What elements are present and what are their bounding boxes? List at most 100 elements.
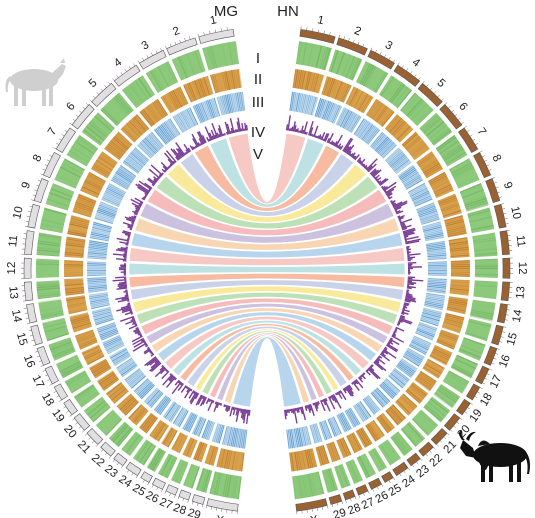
track-iv-bar (142, 196, 146, 200)
track-iii-stripe (90, 235, 110, 240)
track-iii-stripe (427, 282, 447, 286)
track-ii-stripe (419, 372, 436, 384)
track-iv-bar (197, 142, 201, 147)
track-iii-stripe (87, 264, 107, 267)
track-iii-stripe (295, 92, 300, 112)
track-i-stripe (115, 427, 132, 446)
track-iii-stripe (411, 339, 430, 349)
track-iii-stripe (237, 428, 242, 448)
track-iii-stripe (233, 428, 239, 448)
track-i-stripe (178, 462, 189, 484)
track-iii-stripe (194, 417, 204, 436)
track-iv-bar (167, 166, 170, 170)
track-iii-stripe (101, 332, 119, 341)
track-ii-stripe (450, 256, 470, 259)
track-i-stripe (110, 423, 128, 442)
track-iii-stripe (145, 388, 159, 404)
track-ii-stripe (128, 120, 143, 136)
track-iii-stripe (219, 96, 226, 115)
track-ii-stripe (131, 117, 146, 133)
karyotype-R-chr-5 (417, 82, 443, 107)
synteny-link-chr-21 (164, 316, 370, 370)
track-iv-bar (130, 318, 136, 322)
track-ii-stripe (386, 115, 400, 131)
track-i-stripe (36, 261, 60, 264)
track-i-stripe (464, 197, 487, 206)
track-ii-stripe (100, 153, 117, 166)
tick-L-chr-23 (116, 462, 120, 466)
track-iv-bar (115, 276, 127, 279)
track-iv-bar (393, 202, 408, 210)
track-i-stripe (350, 58, 362, 81)
track-ii-stripe (111, 138, 127, 152)
track-i-block-L-3 (145, 61, 179, 93)
track-iv-bar (402, 307, 406, 310)
track-iv-bar (139, 202, 143, 205)
track-i-stripe (36, 263, 60, 266)
track-ii-stripe (331, 79, 340, 99)
track-iii-stripe (384, 379, 400, 393)
track-i-stripe (79, 391, 99, 406)
track-i-block-R-13 (473, 280, 498, 300)
karyotype-R-chr-X (295, 498, 328, 512)
track-iii-stripe (348, 408, 360, 426)
tick-L-chr-26 (156, 487, 159, 490)
track-ii-stripe (112, 137, 128, 151)
track-ii-stripe (429, 175, 448, 185)
track-ii-stripe (355, 91, 366, 109)
tick-R-chr-6 (461, 121, 464, 125)
track-iii-stripe (390, 153, 406, 167)
track-ii-stripe (318, 75, 325, 94)
track-ii-stripe (424, 364, 441, 376)
chromosome-label-L-19: 19 (49, 407, 66, 424)
track-i-block-R-18 (442, 370, 470, 394)
track-iv-bar (285, 124, 289, 131)
track-iii-stripe (398, 362, 415, 374)
track-iii-stripe (407, 182, 426, 193)
track-i-stripe (388, 82, 404, 103)
tick-R-chr-3 (393, 59, 396, 63)
track-iv-bar (190, 392, 198, 405)
track-ii-stripe (439, 332, 458, 341)
track-iii-stripe (300, 93, 305, 113)
chromosome-label-R-27: 27 (360, 496, 377, 512)
track-ii-stripe (81, 186, 100, 195)
track-ii-stripe (450, 284, 470, 288)
track-ii-stripe (98, 373, 116, 385)
track-ii-stripe (358, 429, 370, 447)
track-ii-block-R-21 (395, 393, 418, 416)
track-iii-stripe (126, 370, 143, 384)
karyotype-L-chr-27 (165, 484, 179, 496)
track-iv-bar (397, 214, 405, 219)
track-iii-stripe (145, 136, 160, 151)
track-iv-bar (135, 183, 150, 194)
track-iv-bar (394, 206, 402, 211)
track-iv-bar (365, 370, 371, 376)
track-iii-stripe (410, 187, 428, 197)
track-ii-stripe (367, 99, 379, 117)
track-iv-bar (332, 142, 336, 146)
track-i-stripe (322, 470, 330, 493)
track-iv-bar (407, 253, 421, 256)
track-iv-bar (385, 344, 398, 353)
track-iii-stripe (287, 429, 292, 449)
track-iii-stripe (87, 274, 107, 277)
track-iii-stripe (143, 138, 158, 154)
track-i-stripe (78, 135, 99, 150)
tick-L-chr-5 (104, 85, 107, 88)
track-ii-stripe (446, 226, 466, 232)
track-i-block-R-1 (295, 41, 332, 71)
karyotype-R-chr-13 (500, 281, 511, 302)
track-ii-stripe (412, 381, 429, 395)
track-iii-stripe (304, 94, 311, 114)
track-iii-stripe (416, 202, 435, 211)
track-ii-stripe (380, 110, 394, 126)
track-iii-stripe (87, 280, 107, 283)
tick-L-chr-21 (91, 440, 95, 444)
track-iv-bar (396, 323, 400, 326)
track-iii-stripe (426, 244, 446, 248)
track-ii-stripe (365, 424, 377, 442)
track-ii-stripe (74, 205, 93, 213)
tick-L-chr-1 (220, 28, 222, 32)
track-i-stripe (430, 398, 449, 414)
